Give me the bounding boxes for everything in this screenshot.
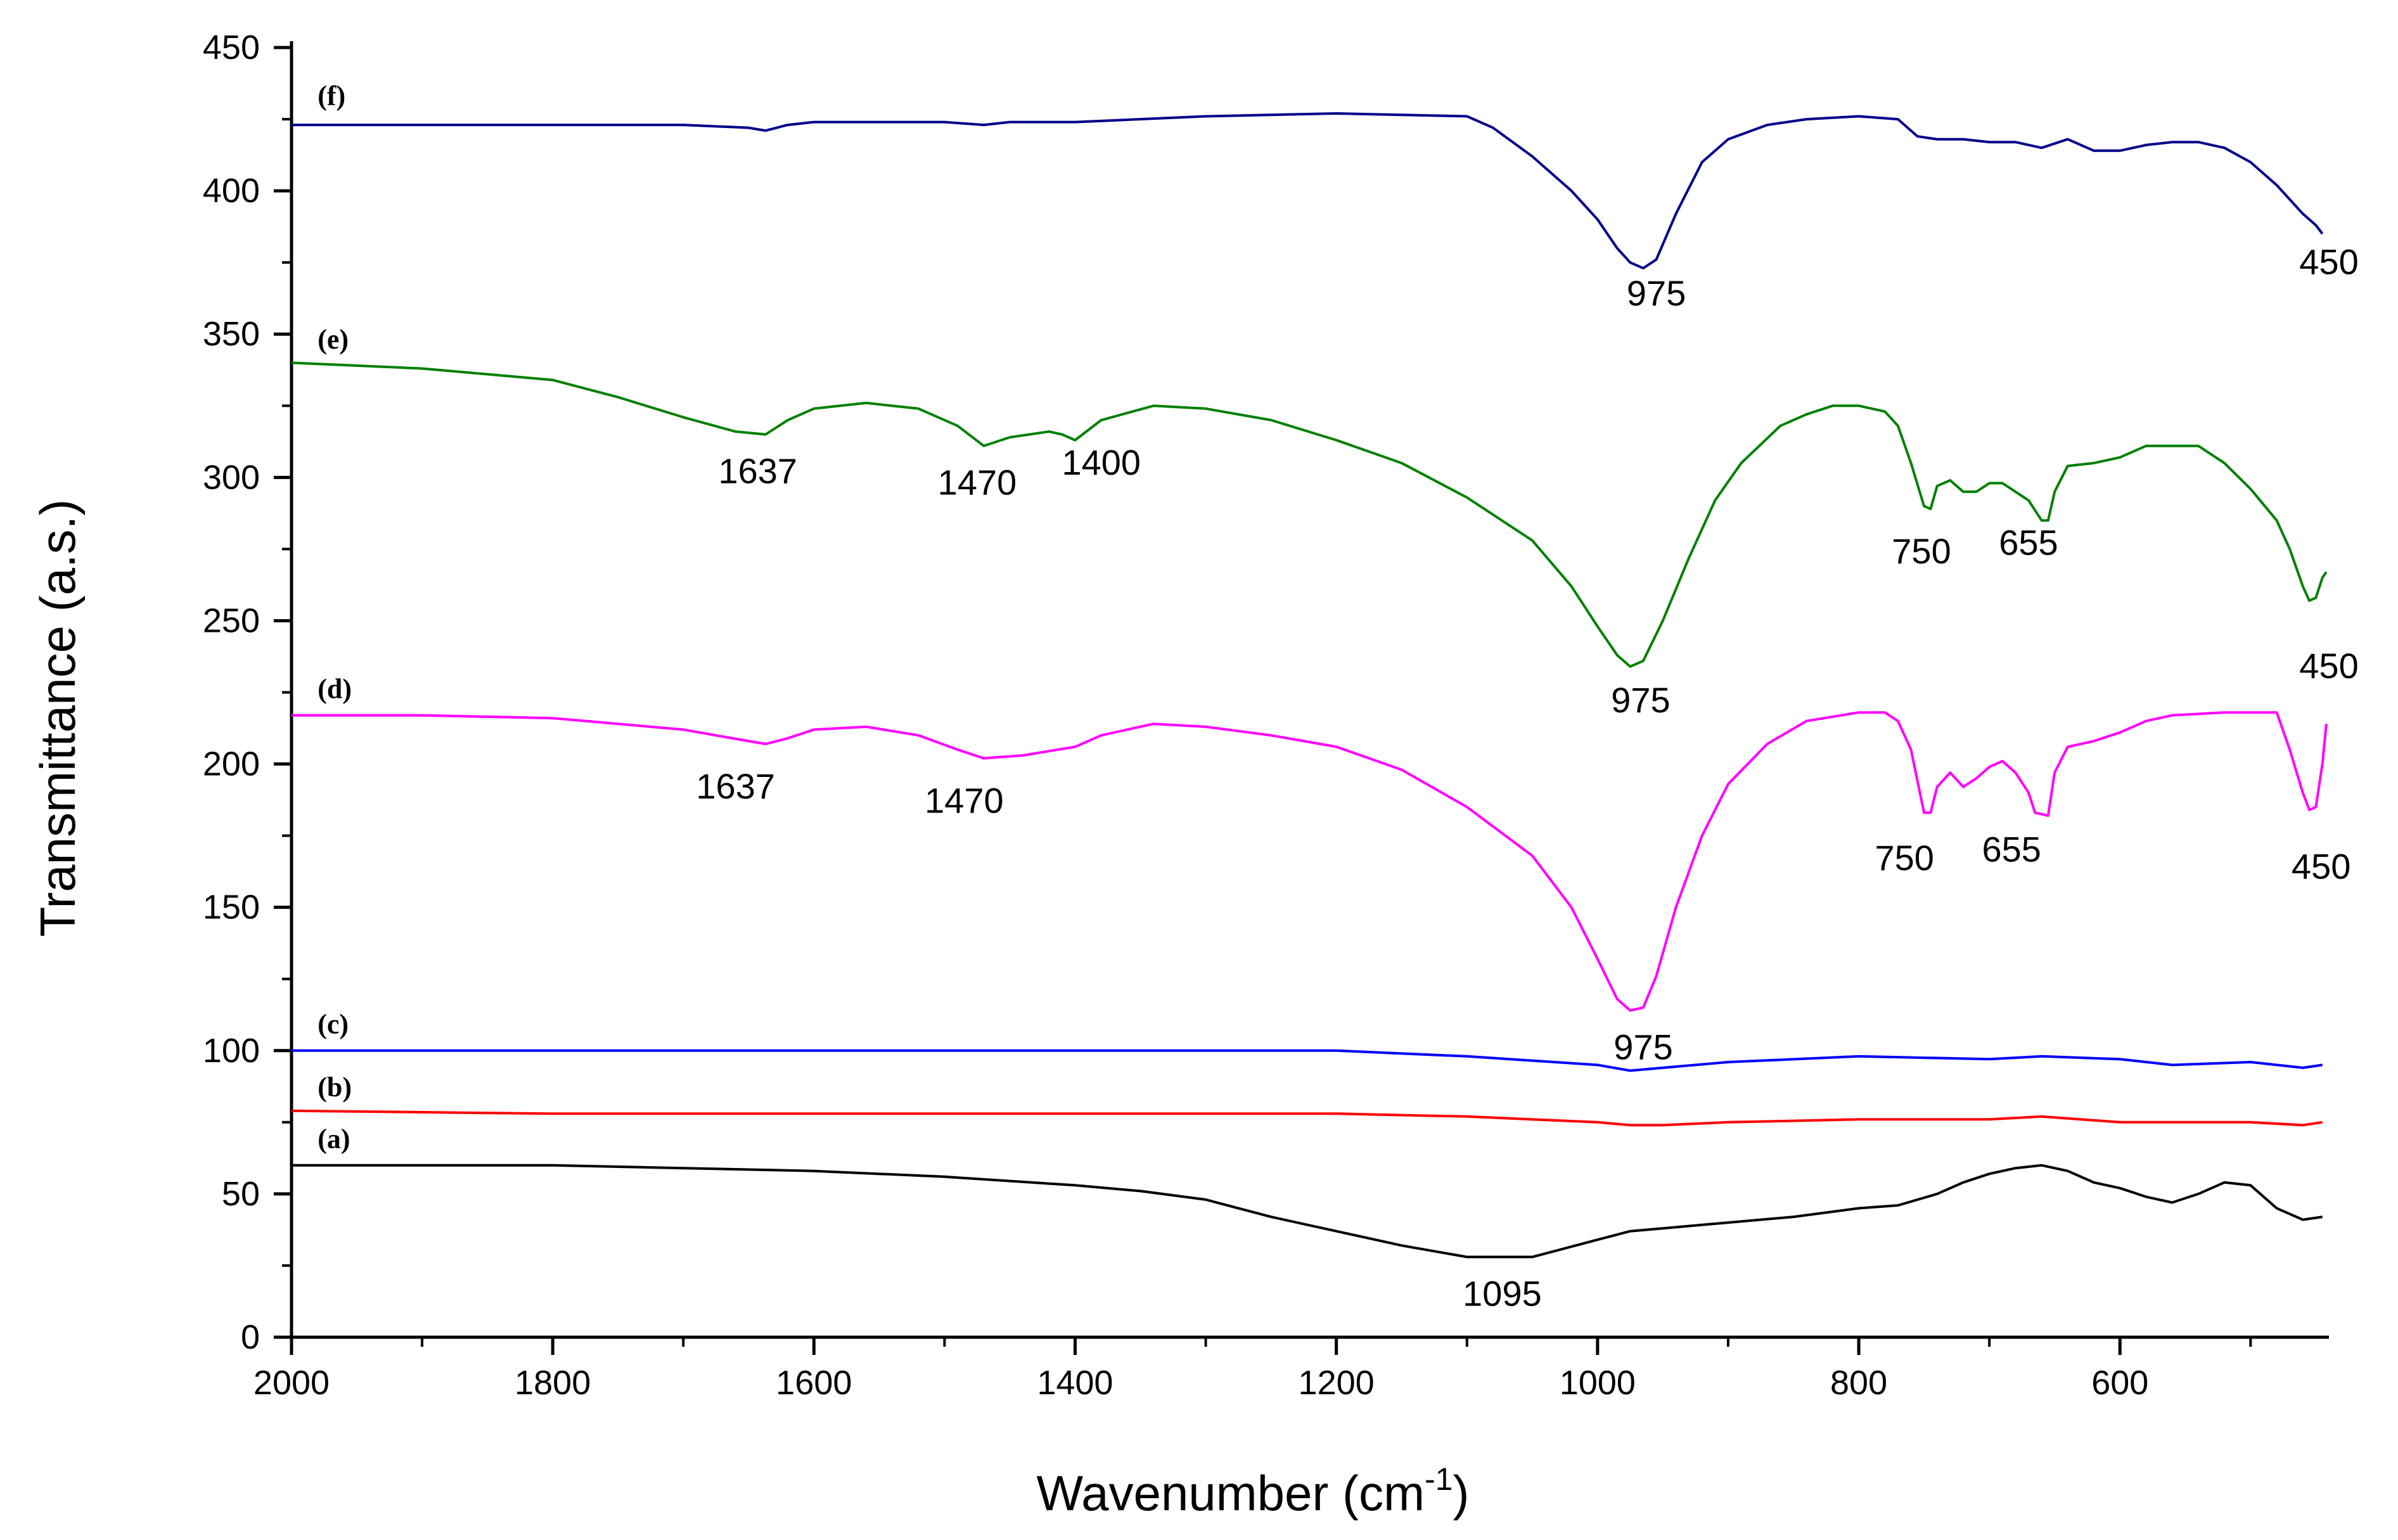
- peak-annotation: 450: [2299, 241, 2358, 281]
- series-label-b: (b): [317, 1072, 352, 1103]
- series-label-f: (f): [317, 80, 345, 111]
- peak-annotation: 1095: [1463, 1273, 1542, 1313]
- peak-annotation: 975: [1627, 273, 1686, 313]
- x-tick-label: 1600: [776, 1364, 852, 1402]
- peak-annotation: 750: [1875, 838, 1933, 878]
- x-tick-label: 1000: [1560, 1364, 1636, 1402]
- peak-annotation: 975: [1613, 1027, 1672, 1067]
- peak-annotation: 450: [2292, 846, 2350, 886]
- peak-annotation: 1637: [696, 766, 775, 806]
- series-line-b: [291, 1109, 2323, 1127]
- y-tick-label: 400: [203, 172, 260, 210]
- labels-layer: (a) (b) (c) (d) (e) (f) 975 450 1637 1470 1400 750 6…: [317, 80, 2359, 1313]
- peak-annotation: 750: [1892, 531, 1951, 571]
- peak-annotation: 1637: [718, 451, 797, 491]
- y-tick-label: 450: [203, 29, 260, 67]
- peak-annotation: 450: [2299, 646, 2358, 686]
- x-tick-label: 1200: [1298, 1364, 1375, 1402]
- peak-annotation: 1400: [1061, 442, 1141, 482]
- x-axis-title: Wavenumber (cm-1): [1036, 1461, 1469, 1521]
- series-label-c: (c): [317, 1009, 349, 1040]
- peak-annotation: 655: [1982, 829, 2041, 869]
- series-label-e: (e): [317, 324, 349, 355]
- peak-annotation: 1470: [938, 462, 1017, 502]
- series-label-a: (a): [317, 1124, 350, 1155]
- x-axis-title-close: ): [1453, 1465, 1470, 1521]
- y-tick-label: 200: [203, 745, 260, 783]
- series-line-a: [292, 1164, 2323, 1259]
- series-label-d: (d): [317, 674, 352, 705]
- x-axis-title-main: Wavenumber (cm: [1036, 1465, 1425, 1521]
- x-tick-label: 600: [2091, 1364, 2148, 1402]
- series-line-d: [292, 711, 2328, 1012]
- x-tick-label: 2000: [253, 1364, 330, 1402]
- x-tick-label: 800: [1830, 1364, 1887, 1402]
- peak-annotation: 975: [1611, 680, 1670, 720]
- peak-annotation: 655: [1999, 522, 2058, 562]
- x-tick-label: 1800: [515, 1364, 591, 1402]
- y-tick-label: 350: [203, 315, 260, 353]
- y-tick-label: 0: [241, 1318, 260, 1356]
- y-tick-label: 100: [203, 1032, 260, 1070]
- series-line-f: [292, 112, 2324, 270]
- series-line-c: [292, 1049, 2323, 1072]
- y-tick-label: 300: [203, 458, 260, 496]
- y-axis-title: Transmittance (a.s.): [30, 499, 86, 937]
- series-line-e: [291, 361, 2328, 668]
- y-tick-label: 250: [203, 601, 260, 639]
- x-tick-label: 1400: [1037, 1364, 1113, 1402]
- axes: 0 50 100 150 200 250 300 350 400 450 2000 1800 1600 1…: [203, 29, 2329, 1402]
- peak-annotation: 1470: [925, 780, 1004, 820]
- series-layer: [291, 112, 2328, 1259]
- y-tick-label: 50: [222, 1175, 260, 1213]
- x-axis-title-sup: -1: [1425, 1461, 1452, 1497]
- y-tick-label: 150: [203, 889, 260, 927]
